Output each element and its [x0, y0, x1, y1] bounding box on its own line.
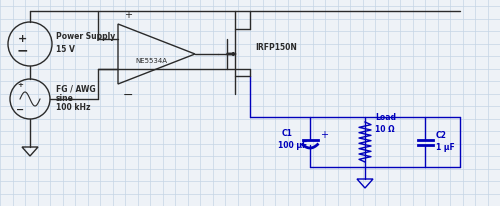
Text: IRFP150N: IRFP150N: [255, 43, 297, 52]
Text: −: −: [16, 104, 24, 115]
Text: 15 V: 15 V: [56, 45, 75, 54]
Text: 1 μF: 1 μF: [436, 143, 454, 152]
Text: Load: Load: [375, 112, 396, 121]
Text: +: +: [124, 10, 132, 20]
Text: Power Supply: Power Supply: [56, 32, 116, 41]
Text: 10 Ω: 10 Ω: [375, 124, 394, 133]
FancyArrow shape: [227, 53, 236, 56]
Text: +: +: [320, 130, 328, 140]
Text: NE5534A: NE5534A: [136, 58, 168, 64]
Text: C1: C1: [282, 129, 293, 138]
Text: +: +: [17, 82, 23, 88]
Text: +: +: [18, 34, 26, 44]
Text: sine: sine: [56, 94, 74, 103]
Text: −: −: [123, 88, 134, 101]
Text: C2: C2: [436, 131, 446, 140]
Text: 100 kHz: 100 kHz: [56, 103, 90, 111]
Text: −: −: [16, 43, 28, 57]
Text: FG / AWG: FG / AWG: [56, 85, 96, 94]
Text: 100 μF: 100 μF: [278, 141, 307, 150]
